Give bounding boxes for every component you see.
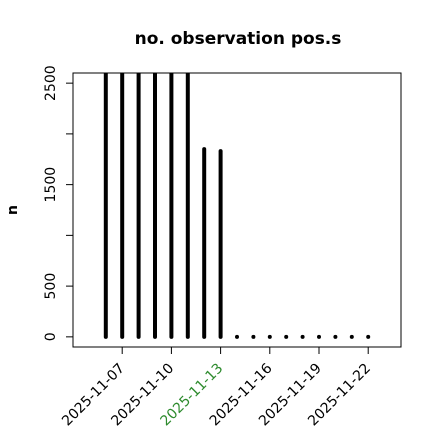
y-tick-label: 2500	[43, 65, 59, 101]
y-tick-label: 1500	[43, 167, 59, 203]
y-tick-label: 0	[43, 332, 59, 341]
bars	[103, 73, 371, 339]
plot-frame	[72, 72, 402, 348]
y-tick-label: 500	[43, 273, 59, 300]
chart-title: no. observation pos.s	[135, 29, 342, 49]
y-axis-label: n	[5, 205, 21, 215]
